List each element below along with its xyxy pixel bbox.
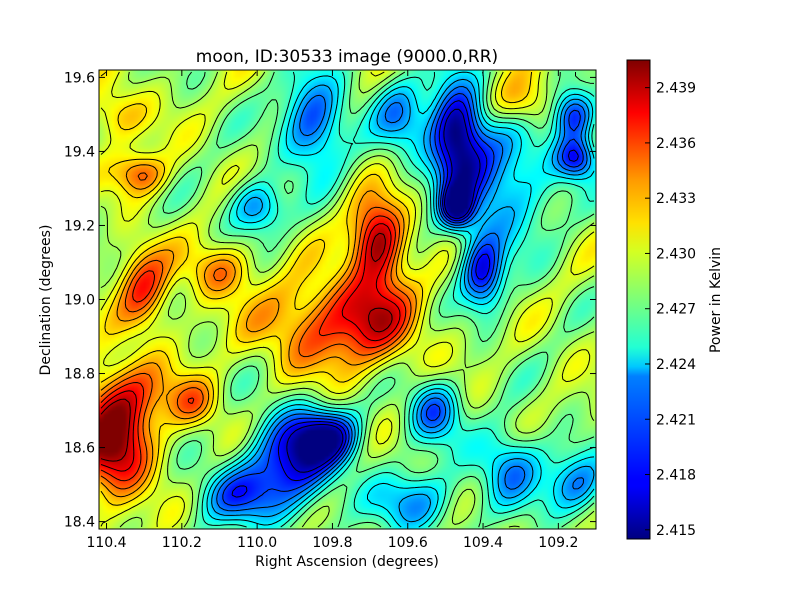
contour-line — [100, 71, 533, 506]
x-tick-label: 109.6 — [388, 535, 428, 551]
colorbar-tick-label: 2.421 — [656, 412, 696, 428]
y-tick-label: 18.8 — [64, 367, 95, 383]
contour-line — [100, 232, 393, 462]
contour-lines — [100, 71, 595, 528]
colorbar-tick-label: 2.433 — [656, 191, 696, 207]
contour-line — [100, 215, 407, 482]
colorbar-tick-label: 2.439 — [656, 81, 696, 97]
x-tick-label: 110.4 — [86, 535, 126, 551]
contour-line — [100, 71, 595, 528]
contour-line — [206, 71, 595, 528]
x-tick-label: 109.2 — [538, 535, 578, 551]
y-tick-label: 19.2 — [64, 218, 95, 234]
x-tick-label: 110.2 — [162, 535, 202, 551]
colorbar-label: Power in Kelvin — [708, 247, 724, 353]
contour-line — [100, 164, 417, 498]
contour-line — [100, 172, 412, 490]
x-axis-ticks: 110.4 110.2 110.0 109.8 109.6 109.4 109.2 — [86, 70, 578, 551]
contour-line — [211, 78, 595, 523]
x-tick-label: 109.4 — [463, 535, 503, 551]
colorbar-ticks: 2.415 2.418 2.421 2.424 2.427 2.430 2.433 2.436… — [645, 81, 696, 539]
x-tick-label: 109.8 — [312, 535, 352, 551]
contour-line — [216, 86, 588, 512]
contour-line — [100, 71, 595, 528]
colorbar-tick-label: 2.427 — [656, 302, 696, 318]
contour-line — [222, 93, 584, 506]
chart-title: moon, ID:30533 image (9000.0,RR) — [196, 47, 498, 67]
heatmap-area — [98, 69, 597, 530]
y-tick-label: 19.4 — [64, 144, 95, 160]
colorbar-tick-label: 2.430 — [656, 246, 696, 262]
y-tick-label: 19.6 — [64, 70, 95, 86]
colorbar-tick-label: 2.415 — [656, 523, 696, 539]
y-tick-label: 19.0 — [64, 293, 95, 309]
colorbar: 2.415 2.418 2.421 2.424 2.427 2.430 2.433 2.436… — [626, 59, 724, 540]
contour-line — [100, 223, 401, 472]
colorbar-tick-label: 2.436 — [656, 136, 696, 152]
contour-line — [162, 71, 595, 528]
colorbar-gradient — [626, 59, 651, 540]
x-axis-label: Right Ascension (degrees) — [255, 554, 439, 570]
contour-line — [286, 108, 481, 473]
y-axis-ticks: 18.4 18.6 18.8 19.0 19.2 19.4 19.6 — [64, 70, 596, 531]
y-tick-label: 18.6 — [64, 441, 95, 457]
y-tick-label: 18.4 — [64, 515, 95, 531]
contour-line — [231, 100, 579, 498]
y-axis-label: Declination (degrees) — [38, 225, 54, 376]
colorbar-tick-label: 2.424 — [656, 357, 696, 373]
x-tick-label: 110.0 — [237, 535, 277, 551]
colorbar-tick-label: 2.418 — [656, 468, 696, 484]
contour-line — [201, 71, 595, 528]
